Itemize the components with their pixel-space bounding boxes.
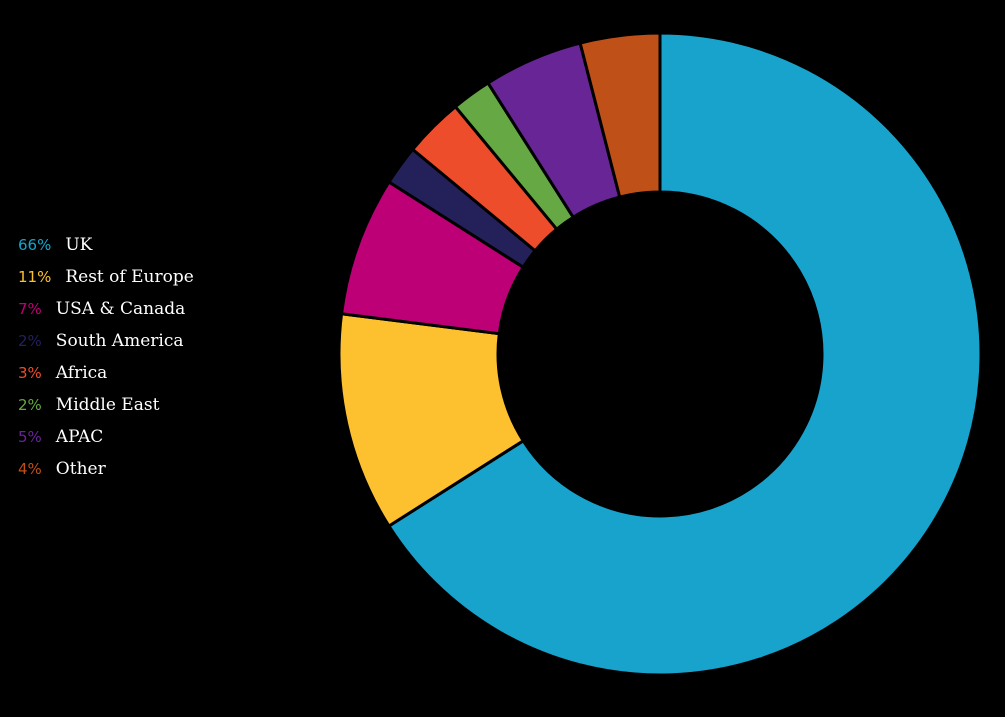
legend-percent: 3%: [18, 364, 42, 382]
legend-item-uk: 66% UK: [18, 229, 278, 261]
legend-label: Other: [55, 459, 106, 479]
legend-percent: 4%: [18, 460, 42, 478]
legend-label: Rest of Europe: [65, 267, 194, 287]
legend-label: Middle East: [55, 395, 160, 415]
legend-item-other: 4% Other: [18, 453, 278, 485]
legend-percent: 66%: [18, 236, 52, 254]
legend-percent: 2%: [18, 396, 42, 414]
legend-item-apac: 5% APAC: [18, 421, 278, 453]
legend-label: Africa: [55, 363, 108, 383]
legend-label: APAC: [55, 427, 104, 447]
legend-percent: 2%: [18, 332, 42, 350]
slice-uk: [387, 31, 983, 677]
legend-label: USA & Canada: [55, 299, 186, 319]
legend-label: UK: [65, 235, 93, 255]
legend-percent: 7%: [18, 300, 42, 318]
legend-item-middle-east: 2% Middle East: [18, 389, 278, 421]
legend-item-rest-of-europe: 11% Rest of Europe: [18, 261, 278, 293]
slice-other: [578, 31, 662, 199]
legend-item-usa-canada: 7% USA & Canada: [18, 293, 278, 325]
legend-percent: 11%: [18, 268, 52, 286]
donut-slices: [337, 31, 983, 677]
legend-item-africa: 3% Africa: [18, 357, 278, 389]
legend-label: South America: [55, 331, 184, 351]
chart-legend: 66% UK 11% Rest of Europe 7% USA & Canada 2% So…: [18, 229, 278, 485]
legend-percent: 5%: [18, 428, 42, 446]
legend-item-south-america: 2% South America: [18, 325, 278, 357]
